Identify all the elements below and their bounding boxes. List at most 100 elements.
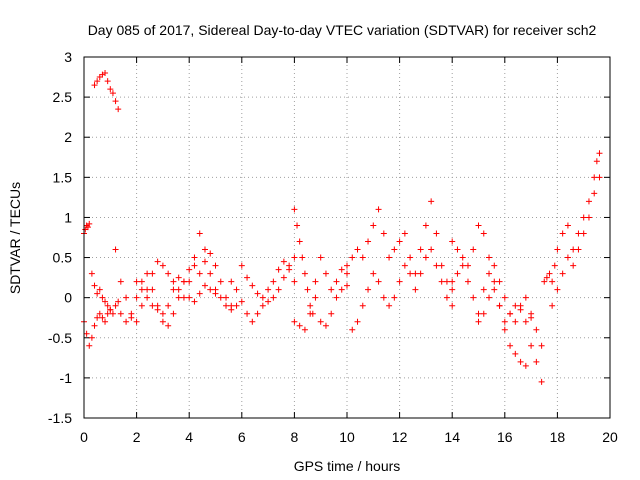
data-point [286, 266, 293, 273]
data-point [191, 254, 198, 261]
data-point [191, 262, 198, 269]
data-point [91, 282, 98, 289]
data-point [407, 254, 414, 261]
data-point [486, 294, 493, 301]
data-point [107, 306, 114, 313]
data-point [559, 270, 566, 277]
data-point [365, 286, 372, 293]
series-p [541, 150, 603, 285]
series-d [112, 230, 240, 325]
series-h [238, 258, 298, 301]
data-point [96, 286, 103, 293]
data-point [422, 254, 429, 261]
data-point [275, 286, 282, 293]
data-point [94, 314, 101, 321]
data-point [480, 230, 487, 237]
data-points [81, 70, 603, 385]
data-point [349, 254, 356, 261]
data-point [191, 298, 198, 305]
data-point [291, 318, 298, 325]
series-o [475, 286, 535, 325]
data-point [91, 82, 98, 89]
data-point [475, 318, 482, 325]
data-point [180, 294, 187, 301]
data-point [154, 306, 161, 313]
data-point [512, 350, 519, 357]
data-point [104, 78, 111, 85]
data-point [443, 278, 450, 285]
data-point [144, 270, 151, 277]
data-point [470, 246, 477, 253]
data-point [265, 298, 272, 305]
data-point [317, 318, 324, 325]
data-point [149, 270, 156, 277]
data-point [564, 222, 571, 229]
data-point [107, 86, 114, 93]
data-point [165, 302, 172, 309]
plot-frame [83, 56, 611, 419]
data-point [275, 266, 282, 273]
data-point [570, 246, 577, 253]
data-point [486, 270, 493, 277]
data-point [391, 294, 398, 301]
data-point [99, 294, 106, 301]
data-point [333, 278, 340, 285]
data-point [299, 254, 306, 261]
data-point [112, 246, 119, 253]
data-point [280, 274, 287, 281]
data-point [454, 246, 461, 253]
data-point [580, 230, 587, 237]
data-point [254, 310, 261, 317]
data-point [501, 294, 508, 301]
data-point [294, 222, 301, 229]
data-point [94, 290, 101, 297]
data-point [270, 278, 277, 285]
data-point [102, 298, 109, 305]
data-point [417, 246, 424, 253]
data-point [585, 214, 592, 221]
data-point [115, 298, 122, 305]
data-point [201, 258, 208, 265]
data-point [186, 294, 193, 301]
x-tick-label: 2 [133, 429, 141, 445]
data-point [333, 294, 340, 301]
data-point [270, 294, 277, 301]
data-point [291, 254, 298, 261]
data-point [144, 294, 151, 301]
data-point [533, 326, 540, 333]
data-point [312, 294, 319, 301]
data-point [117, 278, 124, 285]
data-point [470, 294, 477, 301]
data-point [486, 254, 493, 261]
data-point [159, 310, 166, 317]
data-point [480, 310, 487, 317]
data-point [96, 310, 103, 317]
data-point [417, 270, 424, 277]
data-point [238, 298, 245, 305]
data-point [570, 262, 577, 269]
data-point [186, 278, 193, 285]
data-point [344, 270, 350, 277]
data-point [349, 326, 356, 333]
data-point [123, 294, 130, 301]
y-tick-label: 1.5 [53, 169, 73, 185]
data-point [296, 238, 303, 245]
data-point [338, 286, 345, 293]
data-point [159, 318, 166, 325]
data-point [501, 318, 508, 325]
x-tick-label: 18 [550, 429, 566, 445]
data-point [99, 314, 106, 321]
data-point [538, 378, 545, 385]
x-tick-labels: 0 2 4 6 8 10 12 14 16 18 20 [80, 429, 618, 445]
data-point [159, 262, 166, 269]
data-point [133, 278, 140, 285]
data-point [449, 302, 456, 309]
data-point [322, 270, 329, 277]
data-point [596, 150, 603, 157]
data-point [464, 278, 471, 285]
x-tick-label: 0 [80, 429, 88, 445]
data-point [175, 294, 182, 301]
data-point [512, 302, 519, 309]
data-point [459, 254, 466, 261]
data-point [512, 318, 519, 325]
